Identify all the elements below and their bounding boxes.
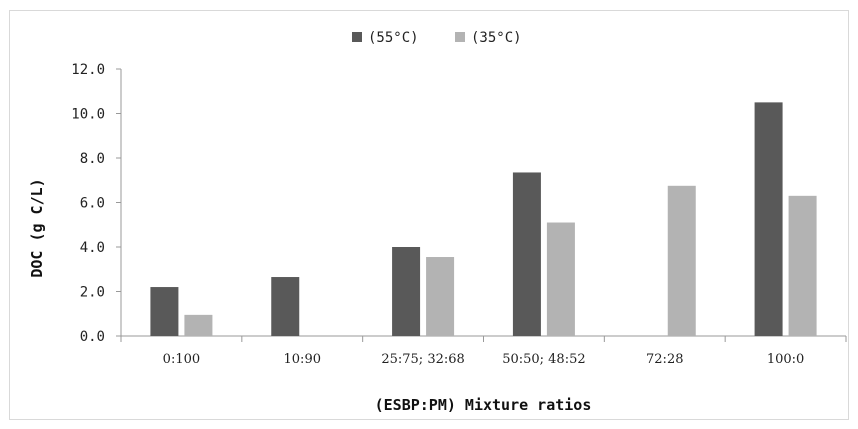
bars (150, 102, 817, 336)
bar (512, 172, 541, 336)
legend-swatch (352, 32, 362, 42)
y-tick-label: 4.0 (80, 240, 105, 256)
x-tick-label: 25:75; 32:68 (381, 352, 464, 367)
x-axis: 0:100 10:90 25:75; 32:68 50:50; 48:52 72:28 1… (120, 335, 847, 367)
bar (271, 277, 300, 336)
y-tick-label: 0.0 (80, 329, 105, 345)
x-tick-label: 72:28 (646, 352, 683, 367)
legend-label: (35°C) (471, 30, 522, 46)
x-tick-label: 10:90 (284, 352, 321, 367)
bar (426, 257, 455, 336)
bar (546, 222, 575, 336)
x-tick-label: 50:50; 48:52 (502, 352, 585, 367)
bar (184, 314, 213, 336)
x-tick-label: 0:100 (163, 352, 200, 367)
x-axis-title: (ESBP:PM) Mixture ratios (375, 396, 592, 414)
y-tick-label: 6.0 (80, 196, 105, 212)
bar (667, 185, 696, 336)
bar (392, 247, 421, 336)
legend-label: (55°C) (368, 30, 419, 46)
y-tick-label: 10.0 (71, 107, 105, 123)
y-tick-label: 12.0 (71, 62, 105, 78)
bar (150, 287, 179, 336)
y-axis-title: DOC (g C/L) (28, 178, 46, 277)
x-tick-label: 100:0 (767, 352, 804, 367)
chart-frame (9, 10, 849, 420)
y-tick-label: 2.0 (80, 285, 105, 301)
bar (788, 195, 817, 336)
legend: (55°C) (35°C) (352, 30, 522, 46)
y-axis: 0.0 2.0 4.0 6.0 8.0 10.0 12.0 (71, 62, 122, 345)
bar (754, 102, 783, 336)
y-tick-label: 8.0 (80, 151, 105, 167)
legend-swatch (455, 32, 465, 42)
